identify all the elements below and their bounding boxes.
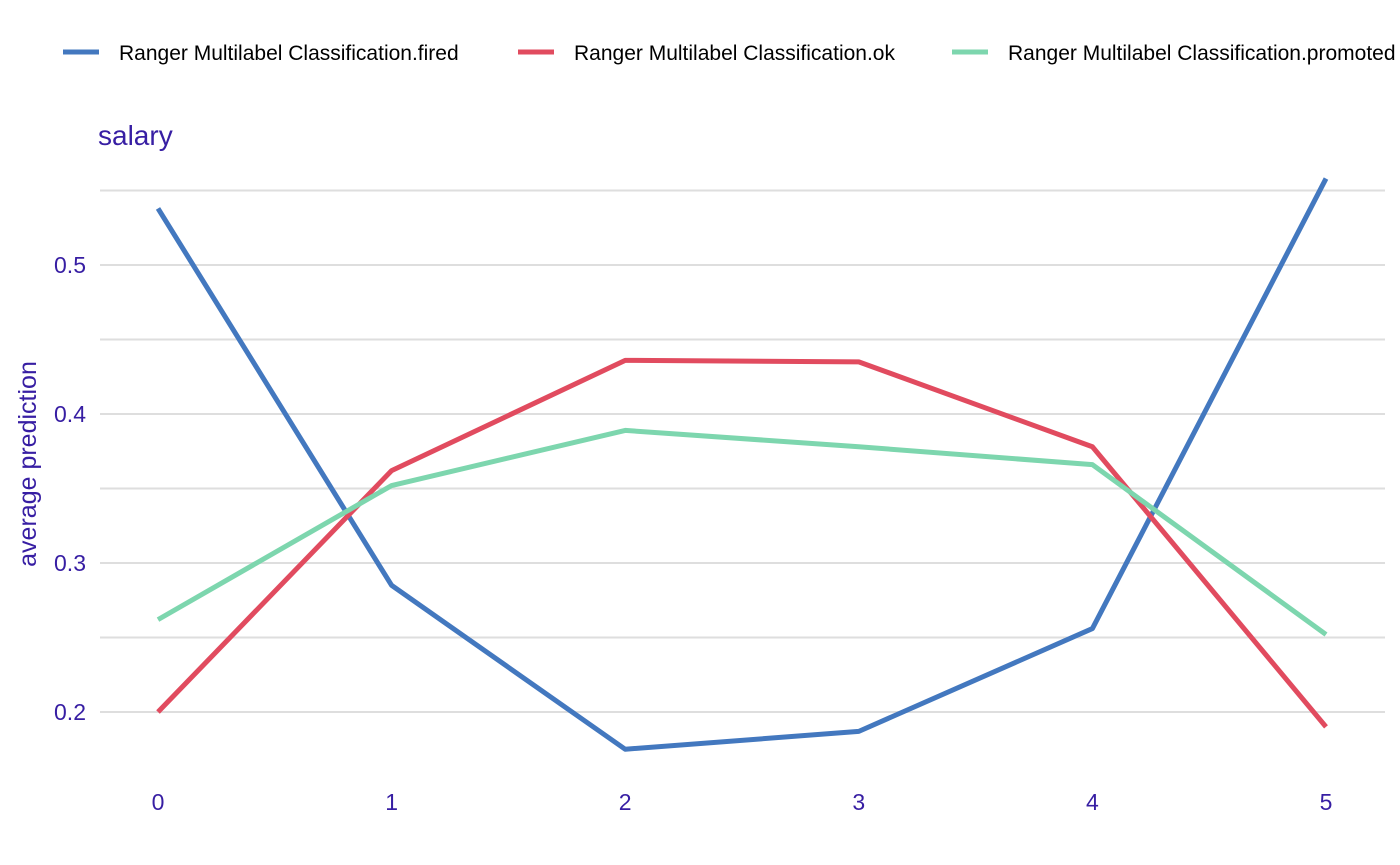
- gridlines: [100, 189, 1385, 713]
- legend-item: Ranger Multilabel Classification.promote…: [952, 42, 1396, 65]
- y-tick-label: 0.3: [54, 550, 86, 576]
- y-tick-label: 0.4: [54, 401, 86, 427]
- panel-title: salary: [98, 120, 173, 151]
- x-tick-label: 1: [385, 789, 398, 815]
- legend-item: Ranger Multilabel Classification.fired: [63, 42, 459, 65]
- series-line-2: [156, 357, 1328, 729]
- series-lines: [155, 177, 1329, 752]
- x-tick-label: 5: [1320, 789, 1333, 815]
- series-line-3: [156, 427, 1328, 637]
- legend-label: Ranger Multilabel Classification.promote…: [1008, 42, 1396, 65]
- y-axis-title: average prediction: [14, 361, 42, 567]
- x-axis-tick-labels: 0 1 2 3 4 5: [152, 789, 1333, 815]
- x-tick-label: 0: [152, 789, 165, 815]
- legend-label: Ranger Multilabel Classification.fired: [119, 42, 459, 65]
- legend: Ranger Multilabel Classification.fired Ra…: [63, 42, 1396, 65]
- series-line-1: [155, 177, 1329, 752]
- legend-item: Ranger Multilabel Classification.ok: [518, 42, 895, 65]
- y-tick-label: 0.5: [54, 252, 86, 278]
- x-tick-label: 2: [619, 789, 632, 815]
- legend-label: Ranger Multilabel Classification.ok: [574, 42, 895, 65]
- y-axis-tick-labels: 0.2 0.3 0.4 0.5: [54, 252, 86, 725]
- y-tick-label: 0.2: [54, 699, 86, 725]
- x-tick-label: 4: [1086, 789, 1099, 815]
- x-tick-label: 3: [852, 789, 865, 815]
